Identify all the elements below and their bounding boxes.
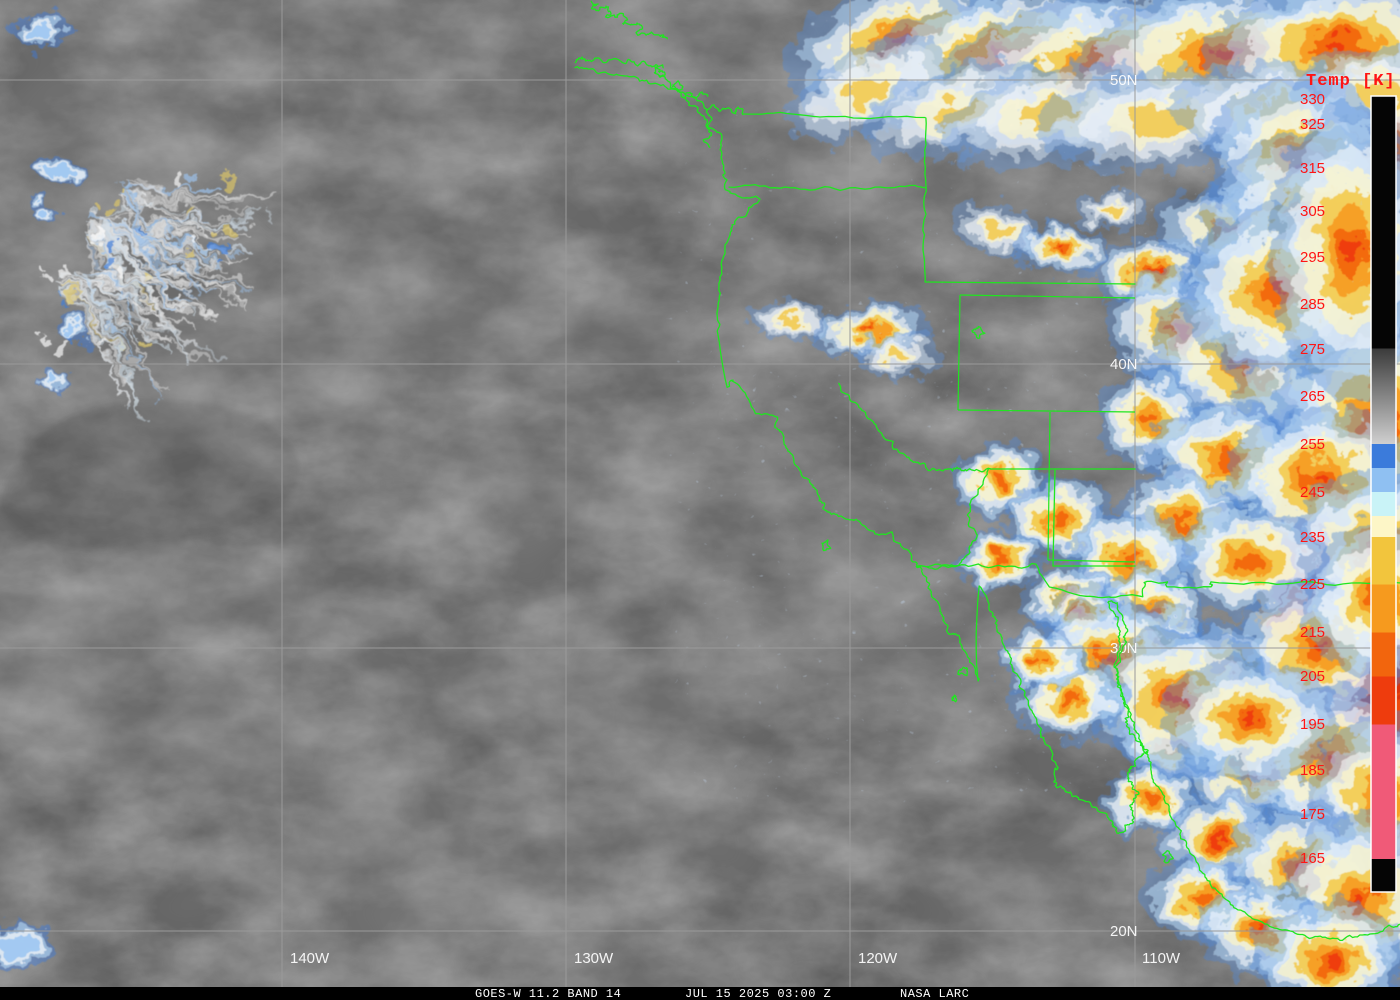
svg-text:195: 195	[1300, 716, 1325, 733]
svg-text:JUL 15 2025 03:00 Z: JUL 15 2025 03:00 Z	[685, 987, 831, 1000]
svg-text:140W: 140W	[290, 950, 330, 967]
svg-text:Temp [K]: Temp [K]	[1306, 72, 1396, 91]
svg-text:215: 215	[1300, 624, 1325, 641]
svg-text:315: 315	[1300, 160, 1325, 177]
svg-text:40N: 40N	[1110, 356, 1138, 373]
svg-text:245: 245	[1300, 484, 1325, 501]
svg-text:265: 265	[1300, 388, 1325, 405]
svg-text:20N: 20N	[1110, 923, 1138, 940]
svg-text:50N: 50N	[1110, 72, 1138, 89]
svg-text:110W: 110W	[1142, 950, 1181, 967]
svg-text:235: 235	[1300, 529, 1325, 546]
svg-text:285: 285	[1300, 296, 1325, 313]
svg-text:305: 305	[1300, 203, 1325, 220]
svg-text:GOES-W 11.2 BAND 14: GOES-W 11.2 BAND 14	[475, 987, 621, 1000]
svg-text:275: 275	[1300, 341, 1325, 358]
svg-text:185: 185	[1300, 762, 1325, 779]
svg-text:225: 225	[1300, 576, 1325, 593]
svg-text:295: 295	[1300, 249, 1325, 266]
svg-text:165: 165	[1300, 850, 1325, 867]
svg-text:325: 325	[1300, 116, 1325, 133]
svg-text:175: 175	[1300, 806, 1325, 823]
svg-text:255: 255	[1300, 436, 1325, 453]
svg-text:330: 330	[1300, 91, 1325, 108]
svg-text:NASA LARC: NASA LARC	[900, 987, 969, 1000]
svg-text:205: 205	[1300, 668, 1325, 685]
svg-text:120W: 120W	[858, 950, 898, 967]
svg-text:30N: 30N	[1110, 640, 1138, 657]
svg-text:130W: 130W	[574, 950, 614, 967]
